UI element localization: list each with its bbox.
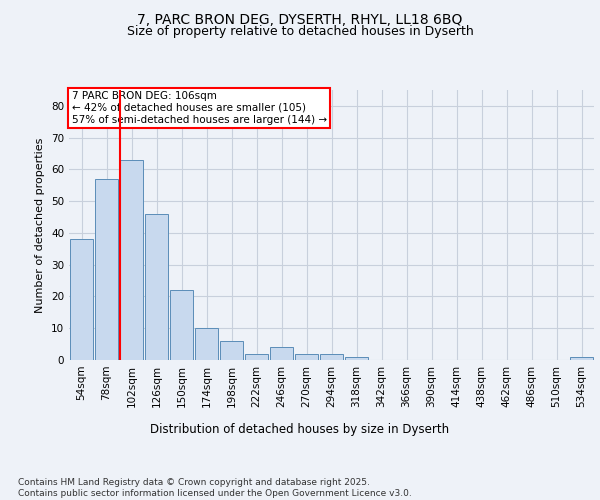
Text: 7 PARC BRON DEG: 106sqm
← 42% of detached houses are smaller (105)
57% of semi-d: 7 PARC BRON DEG: 106sqm ← 42% of detache… <box>71 92 327 124</box>
Bar <box>95 179 118 360</box>
Bar <box>220 341 243 360</box>
Text: Contains HM Land Registry data © Crown copyright and database right 2025.
Contai: Contains HM Land Registry data © Crown c… <box>18 478 412 498</box>
Text: 7, PARC BRON DEG, DYSERTH, RHYL, LL18 6BQ: 7, PARC BRON DEG, DYSERTH, RHYL, LL18 6B… <box>137 12 463 26</box>
Bar <box>170 290 193 360</box>
Bar <box>70 240 93 360</box>
Y-axis label: Number of detached properties: Number of detached properties <box>35 138 46 312</box>
Text: Size of property relative to detached houses in Dyserth: Size of property relative to detached ho… <box>127 25 473 38</box>
Text: Distribution of detached houses by size in Dyserth: Distribution of detached houses by size … <box>151 422 449 436</box>
Bar <box>245 354 268 360</box>
Bar <box>295 354 318 360</box>
Bar <box>570 357 593 360</box>
Bar <box>145 214 168 360</box>
Bar <box>120 160 143 360</box>
Bar <box>195 328 218 360</box>
Bar <box>270 348 293 360</box>
Bar <box>320 354 343 360</box>
Bar <box>345 357 368 360</box>
